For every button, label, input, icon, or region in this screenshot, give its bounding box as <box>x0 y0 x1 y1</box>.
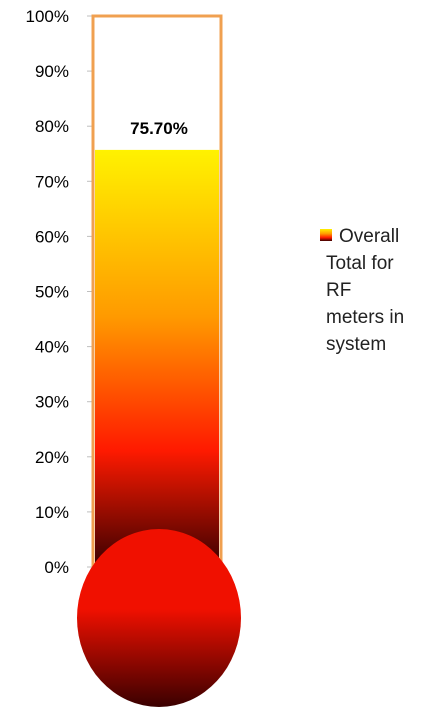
plot-area: 75.70% <box>77 14 241 707</box>
legend-label-line: RF <box>326 280 351 301</box>
y-tick-label: 20% <box>35 448 69 467</box>
y-tick-label: 0% <box>44 558 69 577</box>
y-tick-label: 50% <box>35 283 69 302</box>
legend-label-line: Total for <box>326 253 394 274</box>
legend-label-line: system <box>326 334 386 355</box>
y-tick-label: 10% <box>35 503 69 522</box>
data-label-value: 75.70% <box>130 119 188 138</box>
y-tick-label: 60% <box>35 227 69 246</box>
legend-label-line: meters in <box>326 307 404 328</box>
y-axis-tick-labels: 0% 10% 20% 30% 40% 50% 60% 70% 80% 90% 100% <box>26 7 69 577</box>
legend-swatch <box>320 229 332 241</box>
y-tick-label: 70% <box>35 172 69 191</box>
legend: Overall Total for RF meters in system <box>320 226 404 355</box>
y-tick-label: 100% <box>26 7 69 26</box>
legend-label: Overall Total for RF meters in system <box>326 226 404 355</box>
y-tick-label: 30% <box>35 393 69 412</box>
bar-overall-total <box>95 149 219 567</box>
y-tick-label: 90% <box>35 62 69 81</box>
thermometer-bulb <box>77 529 241 707</box>
y-tick-label: 40% <box>35 338 69 357</box>
y-tick-label: 80% <box>35 117 69 136</box>
y-axis: 0% 10% 20% 30% 40% 50% 60% 70% 80% 90% 100% <box>26 7 94 577</box>
legend-label-line: Overall <box>339 226 399 247</box>
